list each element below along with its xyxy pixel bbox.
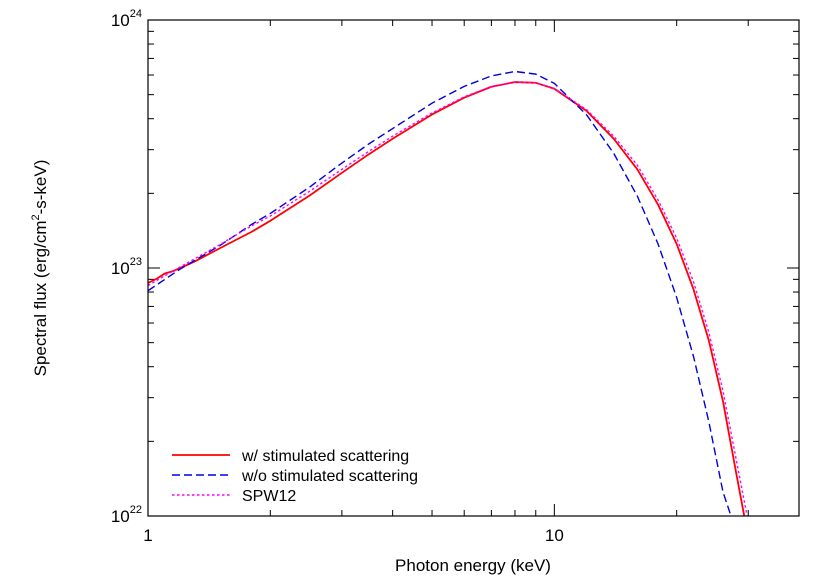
y-tick-base: 10 (111, 11, 130, 30)
series-line-3 (148, 81, 748, 516)
x-tick-label: 1 (143, 526, 152, 545)
y-axis-label-suffix: -s-keV) (31, 160, 50, 215)
y-axis-label-prefix: Spectral flux (erg/cm (31, 221, 50, 377)
legend: w/ stimulated scattering w/o stimulated s… (172, 448, 418, 505)
y-tick-label: 1023 (111, 256, 142, 278)
y-tick-label: 1022 (111, 504, 142, 526)
y-tick-base: 10 (111, 507, 130, 526)
x-tick-label: 10 (545, 526, 564, 545)
series-line-2 (148, 70, 732, 516)
x-axis-label: Photon energy (keV) (395, 556, 551, 575)
x-tick-labels: 1 10 (143, 526, 564, 545)
legend-label: SPW12 (242, 488, 296, 505)
series-lines (148, 70, 748, 516)
y-tick-base: 10 (111, 259, 130, 278)
plot-frame (147, 19, 800, 517)
y-tick-exponent: 23 (130, 256, 142, 268)
series-line-1 (148, 81, 746, 516)
y-axis-label-exponent: 2 (30, 214, 42, 220)
legend-label: w/o stimulated scattering (241, 468, 418, 485)
y-tick-exponent: 24 (130, 8, 142, 20)
axis-ticks (147, 19, 800, 517)
y-tick-exponent: 22 (130, 504, 142, 516)
legend-label: w/ stimulated scattering (241, 448, 409, 465)
y-tick-label: 1024 (111, 8, 142, 30)
y-axis-label: Spectral flux (erg/cm2-s-keV) (30, 160, 50, 377)
